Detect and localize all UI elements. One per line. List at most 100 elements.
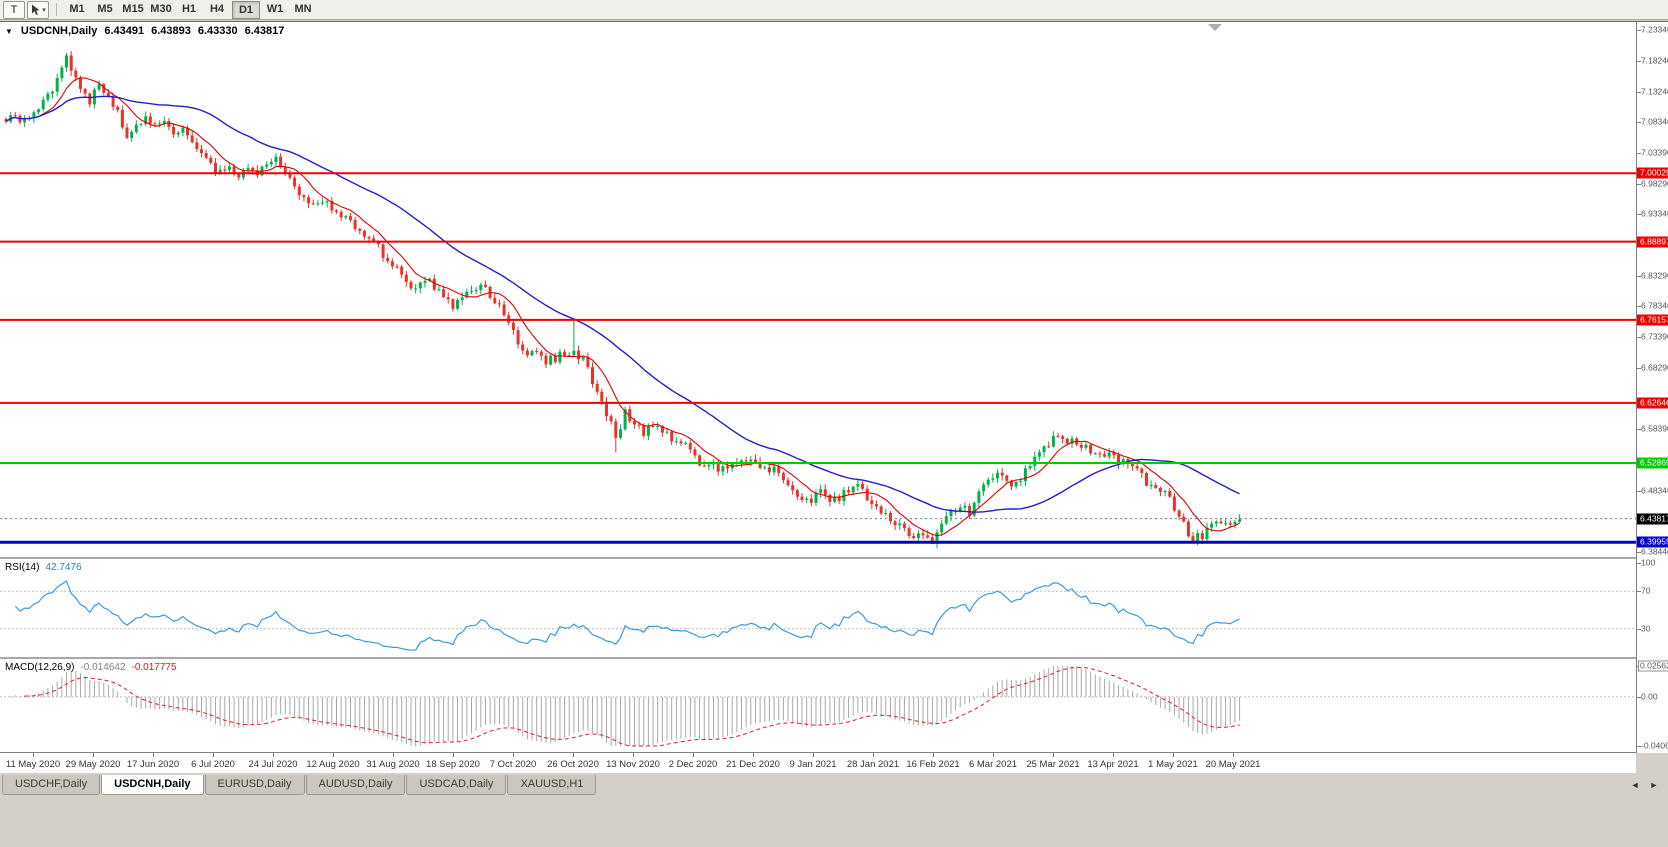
rsi-value: 42.7476 [45,562,82,573]
price-axis-label: 6.78340 [1641,300,1668,311]
timeframe-m15[interactable]: M15 [122,2,144,15]
price-axis-tick [1637,336,1641,338]
time-axis-tick [1173,753,1174,757]
toolbar-separator [56,3,57,16]
timeframe-m5[interactable]: M5 [97,2,113,15]
macd-signal-value: -0.017775 [131,662,177,673]
tabs-scroll-left-button[interactable]: ◄ [1630,779,1640,790]
time-axis-tick [633,753,634,757]
time-axis-tick [393,753,394,757]
macd-canvas[interactable] [0,659,1636,752]
time-axis-label: 21 Dec 2020 [726,759,780,770]
timeframe-mn[interactable]: MN [294,2,312,15]
time-axis-tick [333,753,334,757]
time-axis-label: 6 Mar 2021 [968,759,1018,770]
time-axis-label: 6 Jul 2020 [191,759,235,770]
chart-tab-usdcad-daily[interactable]: USDCAD,Daily [406,775,507,795]
chart-tab-audusd-daily[interactable]: AUDUSD,Daily [305,775,406,795]
price-axis-tick [1637,214,1641,216]
price-axis-label: 7.23340 [1641,24,1668,35]
time-axis-label: 24 Jul 2020 [248,759,298,770]
time-axis-label: 25 Mar 2021 [1026,759,1080,770]
price-axis-tick [1637,551,1641,553]
cursor-icon [32,4,40,15]
price-axis-label: 6.48340 [1641,485,1668,496]
chart-tab-usdcnh-daily[interactable]: USDCNH,Daily [101,775,204,795]
time-axis[interactable]: 11 May 2020 29 May 2020 17 Jun 2020 6 Jul 2… [0,753,1636,773]
pane-separator-macd[interactable] [0,657,1636,659]
price-axis-tick [1637,490,1641,492]
timeframe-w1[interactable]: W1 [266,2,284,15]
time-axis-label: 29 May 2020 [65,759,121,770]
macd-axis-label: 0.025623 [1638,660,1668,672]
price-axis-tick [1637,306,1641,308]
time-axis-tick [453,753,454,757]
window-edge [0,21,1668,22]
timeframe-d1[interactable]: D1 [232,0,260,19]
time-axis-label: 7 Oct 2020 [489,759,537,770]
price-axis-label: 6.93340 [1641,208,1668,219]
time-axis-tick [813,753,814,757]
macd-header: MACD(12,26,9) -0.014642 -0.017775 [5,662,177,673]
chart-expand-icon[interactable]: ▼ [5,26,13,36]
timeframe-h4[interactable]: H4 [209,2,225,15]
ohlc-low: 6.43330 [197,25,238,37]
price-axis-label: 6.68290 [1641,362,1668,373]
chart-background[interactable] [0,22,1668,753]
rsi-canvas[interactable] [0,559,1636,657]
rsi-axis-label: 100 [1641,557,1656,568]
t-button[interactable]: T [3,0,25,19]
rsi-label: RSI(14) [5,562,40,573]
time-axis-tick [1113,753,1114,757]
time-axis-label: 28 Jan 2021 [846,759,900,770]
price-axis-tick [1637,746,1641,747]
rsi-line [14,580,1240,651]
time-axis-tick [573,753,574,757]
current-price-label: 6.43817 [1637,513,1668,525]
time-axis-tick [933,753,934,757]
ohlc-open: 6.43491 [104,25,145,37]
price-axis-tick [1637,92,1641,94]
tabs-scroll-right-button[interactable]: ► [1649,779,1659,790]
pane-separator-rsi[interactable] [0,557,1636,559]
price-axis[interactable]: 7.23340 7.18240 7.13240 7.08340 7.03390 6.982… [1636,22,1668,753]
rsi-axis-label: 30 [1641,623,1651,634]
macd-axis-label: 0.00 [1641,691,1658,702]
price-axis-label: 7.18240 [1641,55,1668,66]
ohlc-close: 6.43817 [244,25,285,37]
cursor-tool-button[interactable]: ▾ [27,0,49,19]
price-axis-label: 7.08340 [1641,116,1668,127]
main-chart-canvas[interactable] [0,22,1636,557]
price-axis-tick [1637,429,1641,431]
price-axis-label: 7.13240 [1641,86,1668,97]
ma-34-line [5,95,1240,513]
price-axis-tick [1637,368,1641,370]
chart-tab-eurusd-daily[interactable]: EURUSD,Daily [204,775,305,795]
time-axis-tick [93,753,94,757]
time-axis-label: 20 May 2021 [1205,759,1261,770]
price-axis-tick [1637,183,1641,185]
rsi-header: RSI(14) 42.7476 [5,562,82,573]
level-price-label: 6.76157 [1637,314,1668,326]
time-axis-label: 31 Aug 2020 [366,759,420,770]
tab-strip: USDCHF,Daily USDCNH,Daily EURUSD,Daily AUDU… [0,773,1668,847]
time-axis-label: 18 Sep 2020 [426,759,480,770]
time-axis-label: 1 May 2021 [1148,759,1198,770]
time-axis-tick [873,753,874,757]
time-axis-label: 11 May 2020 [5,759,61,770]
timeframe-m30[interactable]: M30 [150,2,172,15]
time-axis-tick [213,753,214,757]
timeframe-h1[interactable]: H1 [181,2,197,15]
time-axis-label: 2 Dec 2020 [668,759,718,770]
timeframe-m1[interactable]: M1 [69,2,85,15]
level-price-label: 6.88897 [1637,236,1668,248]
price-axis-tick [1637,61,1641,63]
price-axis-label: 6.38440 [1641,546,1668,557]
price-axis-label: 6.73390 [1641,331,1668,342]
time-axis-label: 16 Feb 2021 [906,759,960,770]
time-axis-separator [0,752,1668,753]
chart-symbol-label: USDCNH,Daily [20,25,98,37]
chart-tab-xauusd-h1[interactable]: XAUUSD,H1 [507,775,597,795]
price-axis-label: 6.83290 [1641,270,1668,281]
chart-tab-usdchf-daily[interactable]: USDCHF,Daily [2,775,101,795]
